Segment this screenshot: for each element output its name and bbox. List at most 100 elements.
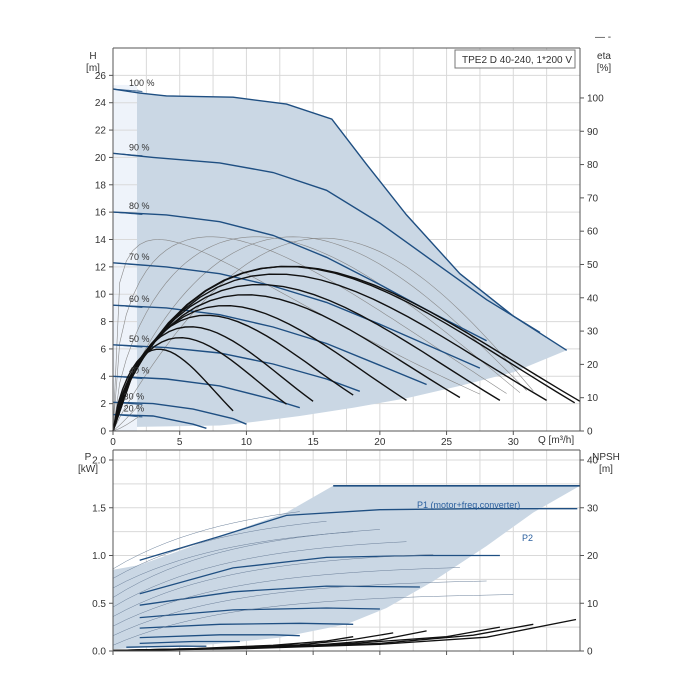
power-ghost-curve bbox=[112, 580, 487, 636]
eta-curve bbox=[112, 294, 461, 432]
power-ghost-curve bbox=[112, 567, 460, 627]
head-tick-label: 6 bbox=[100, 344, 106, 355]
power-curve bbox=[139, 634, 300, 639]
head-axis-unit: [m] bbox=[86, 63, 100, 74]
eta-ghost-curve bbox=[112, 237, 534, 432]
npsh-curve bbox=[112, 636, 354, 652]
power-envelope bbox=[113, 485, 580, 650]
title-box: TPE2 D 40-240, 1*200 V bbox=[454, 49, 576, 69]
power-tick-label: 1.0 bbox=[92, 551, 106, 562]
p2-curve bbox=[139, 508, 578, 561]
head-curve-60 bbox=[112, 304, 427, 386]
power-curve bbox=[139, 585, 420, 606]
eta-tick-label: 40 bbox=[587, 293, 599, 304]
head-tick-label: 22 bbox=[95, 126, 107, 137]
eta-ghost-curve bbox=[112, 236, 527, 432]
npsh-axis-unit: [m] bbox=[599, 464, 613, 475]
eta-tick-label: 0 bbox=[587, 427, 593, 438]
power-tick-label: 2.0 bbox=[92, 456, 106, 467]
speed-label: 30 % bbox=[124, 391, 145, 401]
power-curve bbox=[139, 554, 500, 595]
eta-tick-label: 70 bbox=[587, 193, 599, 204]
eta-tick-label: 90 bbox=[587, 127, 599, 138]
flow-tick-label: 30 bbox=[508, 437, 520, 448]
head-tick-label: 8 bbox=[100, 317, 106, 328]
speed-label: 100 % bbox=[129, 78, 155, 88]
head-curve-90 bbox=[112, 152, 541, 334]
title-box-frame bbox=[454, 49, 576, 69]
eta-tick-label: 20 bbox=[587, 360, 599, 371]
eta-axis-unit: [%] bbox=[597, 63, 612, 74]
power-curve bbox=[139, 607, 380, 619]
power-curve bbox=[126, 645, 207, 648]
eta-tick-label: 100 bbox=[587, 93, 604, 104]
eta-axis-title: eta bbox=[597, 51, 611, 62]
p2-label: P2 bbox=[522, 533, 533, 543]
head-tick-label: 26 bbox=[95, 71, 107, 82]
bottom-axis-titles: P [kW] NPSH [m] bbox=[78, 452, 620, 475]
head-curve-30 bbox=[112, 401, 247, 425]
head-tick-label: 12 bbox=[95, 262, 107, 273]
eta-ghost-curve bbox=[112, 239, 481, 432]
flow-tick-label: 15 bbox=[308, 437, 320, 448]
power-axis-unit: [kW] bbox=[78, 464, 98, 475]
speed-label: 70 % bbox=[129, 252, 150, 262]
npsh-tick-label: 0 bbox=[587, 647, 593, 658]
power-ghost-curve bbox=[112, 531, 354, 589]
head-tick-label: 10 bbox=[95, 290, 107, 301]
flow-tick-label: 5 bbox=[177, 437, 183, 448]
power-ghost-curve bbox=[112, 541, 407, 608]
npsh-tick-label: 40 bbox=[587, 456, 599, 467]
power-tick-label: 0.0 bbox=[92, 647, 106, 658]
speed-label: 60 % bbox=[129, 294, 150, 304]
power-axis-title: P bbox=[85, 452, 92, 463]
eta-ghost-curve bbox=[112, 415, 140, 432]
head-tick-label: 2 bbox=[100, 399, 106, 410]
eta-tick-label: 50 bbox=[587, 260, 599, 271]
power-annotations: P1 (motor+freq.converter) P2 bbox=[417, 500, 533, 543]
head-curve-70 bbox=[112, 262, 481, 369]
head-tick-label: 14 bbox=[95, 235, 107, 246]
flow-tick-label: 10 bbox=[241, 437, 253, 448]
power-ghost-curve bbox=[112, 554, 434, 617]
head-tick-label: 0 bbox=[100, 427, 106, 438]
legend-mark-text: — - bbox=[595, 32, 611, 43]
operating-envelope bbox=[137, 89, 567, 427]
power-curve bbox=[139, 622, 354, 629]
top-axis-titles: H [m] eta [%] Q [m³/h] bbox=[86, 51, 611, 446]
eta-ghost-curve bbox=[112, 236, 521, 432]
eta-curve bbox=[112, 348, 234, 432]
speed-label: 20 % bbox=[124, 404, 145, 414]
npsh-axis-title: NPSH bbox=[592, 452, 620, 463]
power-npsh-chart: 0.0 0.5 1.0 1.5 2.0 0 10 20 30 40 bbox=[92, 449, 599, 658]
eta-tick-label: 60 bbox=[587, 227, 599, 238]
eta-tick-label: 80 bbox=[587, 160, 599, 171]
speed-label: 40 % bbox=[129, 365, 150, 375]
head-tick-label: 20 bbox=[95, 153, 107, 164]
eta-curve bbox=[112, 273, 547, 432]
speed-label: 80 % bbox=[129, 201, 150, 211]
chart-title: TPE2 D 40-240, 1*200 V bbox=[462, 55, 572, 66]
head-curve-20 bbox=[112, 413, 207, 429]
power-curve bbox=[139, 640, 240, 645]
power-ghost-curve bbox=[112, 594, 514, 646]
power-tick-label: 1.5 bbox=[92, 503, 106, 514]
npsh-tick-label: 20 bbox=[587, 551, 599, 562]
flow-axis-title: Q [m³/h] bbox=[538, 435, 574, 446]
flow-tick-label: 20 bbox=[374, 437, 386, 448]
eta-tick-label: 30 bbox=[587, 327, 599, 338]
head-tick-label: 18 bbox=[95, 180, 107, 191]
head-tick-label: 24 bbox=[95, 98, 107, 109]
head-curve-chart: 0246810121416182022242601020304050607080… bbox=[95, 47, 604, 448]
flow-tick-label: 0 bbox=[110, 437, 116, 448]
npsh-tick-label: 30 bbox=[587, 503, 599, 514]
npsh-tick-label: 10 bbox=[587, 599, 599, 610]
head-curve-100 bbox=[112, 88, 568, 351]
head-tick-label: 16 bbox=[95, 208, 107, 219]
eta-curve bbox=[112, 265, 576, 432]
head-axis-title: H bbox=[89, 51, 96, 62]
power-ghost-curve bbox=[112, 521, 327, 579]
power-ghost-curve bbox=[112, 511, 300, 570]
head-tick-label: 4 bbox=[100, 372, 106, 383]
